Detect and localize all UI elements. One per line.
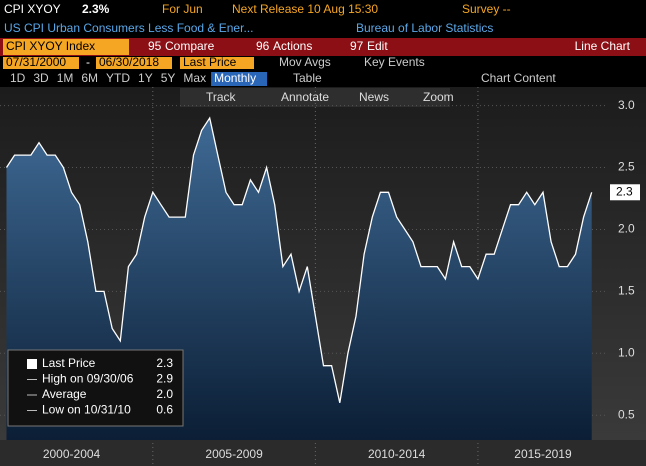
edit-key[interactable]: 97 (350, 39, 364, 53)
tool[interactable]: Zoom (423, 90, 454, 104)
tool[interactable]: Track (206, 90, 237, 104)
y-tick-label: 3.0 (618, 98, 635, 112)
end-date-field[interactable] (96, 57, 172, 69)
period: For Jun (162, 2, 203, 16)
view-title: Line Chart (575, 39, 631, 53)
survey: Survey -- (462, 2, 511, 16)
security-field[interactable] (3, 39, 129, 55)
mov-avgs[interactable]: Mov Avgs (279, 55, 331, 69)
legend-name: Low on 10/31/10 (42, 403, 131, 417)
x-tick-label: 2005-2009 (205, 447, 263, 461)
legend-value: 2.9 (156, 372, 173, 386)
start-date[interactable]: 07/31/2000 (6, 55, 66, 69)
tab[interactable]: 5Y (161, 71, 176, 85)
tools-bar (180, 88, 450, 107)
x-axis-bar (0, 440, 646, 466)
tab[interactable]: 1M (57, 71, 74, 85)
edit-button[interactable]: Edit (367, 39, 388, 53)
range-sep: - (86, 55, 90, 69)
y-tick-label: 0.5 (618, 407, 635, 421)
legend-name: High on 09/30/06 (42, 372, 134, 386)
tab[interactable]: 3D (33, 71, 49, 85)
actions-button[interactable]: Actions (273, 39, 312, 53)
field[interactable]: Last Price (183, 55, 237, 69)
compare-button[interactable]: Compare (165, 39, 215, 53)
x-tick-label: 2015-2019 (514, 447, 572, 461)
frequency-tab[interactable] (211, 72, 268, 86)
tool[interactable]: News (359, 90, 389, 104)
tab[interactable]: 1D (10, 71, 26, 85)
end-date[interactable]: 06/30/2018 (99, 55, 159, 69)
x-tick-label: 2010-2014 (368, 447, 426, 461)
legend-value: 0.6 (156, 403, 173, 417)
next-release: Next Release 10 Aug 15:30 (232, 2, 378, 16)
y-tick-label: 2.5 (618, 160, 635, 174)
tab[interactable]: 1Y (138, 71, 153, 85)
security[interactable]: CPI XYOY Index (6, 39, 95, 53)
source: Bureau of Labor Statistics (356, 21, 493, 35)
legend-value: 2.3 (156, 356, 173, 370)
legend-swatch (27, 359, 37, 369)
y-tick-label: 1.0 (618, 345, 635, 359)
compare-key[interactable]: 95 (148, 39, 162, 53)
ticker: CPI XYOY (4, 2, 61, 16)
line (5, 116, 593, 403)
last-value-box (610, 184, 640, 201)
tab[interactable]: 6M (81, 71, 98, 85)
table-tab[interactable]: Table (293, 71, 322, 85)
key-events[interactable]: Key Events (364, 55, 425, 69)
price: 2.3% (82, 2, 110, 16)
tool[interactable]: Annotate (281, 90, 329, 104)
toolbar-bar (0, 38, 646, 56)
tab[interactable]: Max (183, 71, 206, 85)
actions-key[interactable]: 96 (256, 39, 270, 53)
legend-value: 2.0 (156, 387, 173, 401)
last-value-label: 2.3 (616, 184, 633, 198)
description: US CPI Urban Consumers Less Food & Ener.… (4, 21, 253, 35)
legend-name: Average (42, 387, 87, 401)
tab[interactable]: YTD (106, 71, 130, 85)
chart-content[interactable]: Chart Content (481, 71, 556, 85)
field-select[interactable] (180, 57, 254, 69)
legend-box (7, 349, 184, 427)
frequency[interactable]: Monthly (214, 71, 256, 85)
legend-name: Last Price (42, 356, 96, 370)
x-tick-label: 2000-2004 (43, 447, 101, 461)
y-tick-label: 2.0 (618, 222, 635, 236)
y-tick-label: 1.5 (618, 284, 635, 298)
start-date-field[interactable] (3, 57, 79, 69)
